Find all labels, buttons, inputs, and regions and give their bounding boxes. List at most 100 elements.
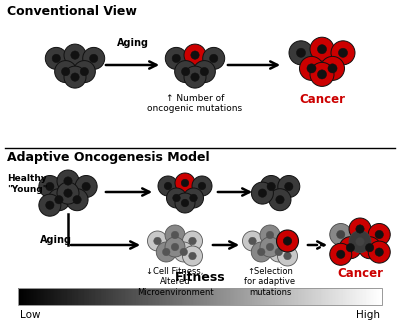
Circle shape	[64, 189, 72, 197]
Circle shape	[184, 44, 206, 66]
Circle shape	[73, 61, 95, 83]
Circle shape	[278, 246, 298, 266]
Circle shape	[166, 188, 186, 208]
Circle shape	[356, 225, 364, 233]
Circle shape	[318, 45, 326, 54]
Circle shape	[251, 182, 274, 204]
Circle shape	[251, 242, 271, 262]
Circle shape	[189, 252, 196, 260]
Circle shape	[285, 182, 293, 191]
Circle shape	[200, 68, 208, 76]
Circle shape	[191, 73, 199, 81]
Circle shape	[173, 194, 180, 202]
Circle shape	[191, 51, 199, 59]
Circle shape	[276, 230, 298, 252]
Circle shape	[330, 243, 352, 265]
Text: Fitness: Fitness	[175, 271, 225, 284]
Circle shape	[203, 47, 225, 69]
Circle shape	[260, 175, 282, 197]
Circle shape	[71, 51, 79, 59]
Circle shape	[171, 231, 179, 239]
Circle shape	[328, 64, 337, 73]
Circle shape	[336, 230, 345, 239]
Circle shape	[269, 242, 289, 262]
Circle shape	[242, 231, 262, 251]
Circle shape	[75, 175, 97, 197]
Circle shape	[73, 195, 81, 204]
Text: Conventional View: Conventional View	[7, 5, 137, 18]
Circle shape	[174, 242, 194, 262]
Circle shape	[180, 248, 188, 256]
Circle shape	[296, 48, 306, 57]
Circle shape	[349, 218, 371, 240]
Circle shape	[375, 230, 384, 239]
Circle shape	[64, 44, 86, 66]
Circle shape	[175, 173, 195, 193]
Circle shape	[181, 199, 189, 207]
Circle shape	[66, 189, 88, 211]
Circle shape	[190, 194, 197, 202]
Circle shape	[90, 54, 98, 63]
Circle shape	[71, 73, 79, 81]
Circle shape	[165, 237, 185, 257]
Circle shape	[182, 68, 190, 76]
Circle shape	[260, 237, 280, 257]
Circle shape	[55, 61, 77, 83]
Circle shape	[368, 241, 390, 263]
Circle shape	[189, 237, 196, 245]
Circle shape	[260, 225, 280, 245]
Circle shape	[64, 177, 72, 185]
Circle shape	[375, 248, 384, 256]
Circle shape	[310, 62, 334, 86]
Circle shape	[307, 64, 316, 73]
Circle shape	[55, 195, 63, 204]
Circle shape	[275, 248, 282, 256]
Circle shape	[338, 48, 348, 57]
Circle shape	[182, 231, 202, 251]
Circle shape	[276, 195, 284, 204]
Circle shape	[289, 41, 313, 65]
Circle shape	[266, 231, 274, 239]
Text: Cancer: Cancer	[299, 93, 345, 106]
Circle shape	[368, 224, 390, 245]
Bar	[18, 288, 382, 305]
Circle shape	[182, 246, 202, 266]
Circle shape	[267, 182, 275, 191]
Circle shape	[283, 237, 292, 245]
Circle shape	[64, 66, 86, 88]
Circle shape	[80, 68, 88, 76]
Text: High: High	[356, 310, 380, 320]
Circle shape	[82, 182, 90, 191]
Circle shape	[184, 66, 206, 88]
Circle shape	[320, 57, 344, 80]
Circle shape	[52, 54, 60, 63]
Circle shape	[172, 54, 180, 63]
Circle shape	[192, 176, 212, 196]
Circle shape	[83, 47, 105, 69]
Text: Aging: Aging	[117, 38, 149, 48]
Text: Adaptive Oncogenesis Model: Adaptive Oncogenesis Model	[7, 151, 210, 164]
Circle shape	[184, 188, 204, 208]
Text: Cancer: Cancer	[337, 267, 383, 280]
Text: ↓Cell Fitness,
Altered
Microenvironment: ↓Cell Fitness, Altered Microenvironment	[137, 267, 213, 297]
Circle shape	[258, 248, 265, 256]
Text: Low: Low	[20, 310, 40, 320]
Circle shape	[284, 252, 291, 260]
Circle shape	[46, 182, 54, 191]
Circle shape	[164, 182, 172, 190]
Circle shape	[336, 250, 345, 258]
Circle shape	[162, 248, 170, 256]
Circle shape	[175, 193, 195, 213]
Circle shape	[39, 175, 61, 197]
Circle shape	[300, 57, 324, 80]
Circle shape	[181, 179, 189, 187]
Text: Healthy
"Young": Healthy "Young"	[7, 174, 48, 194]
Circle shape	[57, 182, 79, 204]
Circle shape	[57, 170, 79, 192]
Circle shape	[154, 237, 161, 245]
Circle shape	[339, 237, 361, 259]
Circle shape	[310, 37, 334, 61]
Text: ↑ Number of
oncogenic mutations: ↑ Number of oncogenic mutations	[148, 94, 242, 113]
Circle shape	[359, 237, 381, 259]
Circle shape	[318, 70, 326, 79]
